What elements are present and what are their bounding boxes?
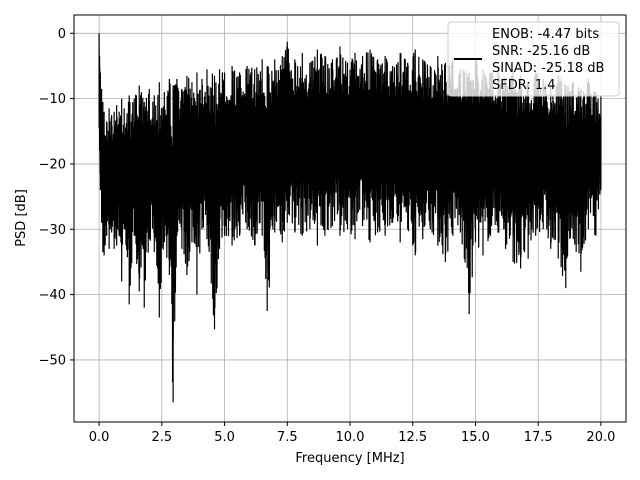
- x-tick-label: 12.5: [398, 430, 427, 445]
- y-tick-label: −20: [39, 157, 66, 172]
- y-tick-label: −10: [39, 92, 66, 107]
- y-tick-label: 0: [58, 27, 66, 42]
- legend-line-enob: ENOB: -4.47 bits: [492, 27, 599, 42]
- psd-series-line: [98, 33, 602, 403]
- y-tick-label: −50: [39, 353, 66, 368]
- x-tick-label: 20.0: [586, 430, 615, 445]
- legend-line-sfdr: SFDR: 1.4: [492, 78, 556, 93]
- y-axis-ticks: 0 −10 −20 −30 −40 −50: [39, 27, 74, 368]
- legend-line-sinad: SINAD: -25.18 dB: [492, 61, 604, 76]
- x-tick-label: 0.0: [89, 430, 110, 445]
- x-tick-label: 2.5: [151, 430, 172, 445]
- y-tick-label: −40: [39, 288, 66, 303]
- x-tick-label: 17.5: [524, 430, 553, 445]
- legend-box: [447, 21, 620, 97]
- x-tick-label: 10.0: [336, 430, 365, 445]
- y-axis-label: PSD [dB]: [14, 189, 29, 247]
- x-axis-label: Frequency [MHz]: [295, 451, 404, 466]
- x-tick-label: 7.5: [277, 430, 298, 445]
- legend: ENOB: -4.47 bits SNR: -25.16 dB SINAD: -…: [447, 21, 620, 97]
- x-axis-ticks: 0.0 2.5 5.0 7.5 10.0 12.5 15.0 17.5 20.0: [89, 422, 615, 445]
- legend-line-snr: SNR: -25.16 dB: [492, 44, 590, 59]
- y-tick-label: −30: [39, 223, 66, 238]
- x-tick-label: 15.0: [461, 430, 490, 445]
- x-tick-label: 5.0: [214, 430, 235, 445]
- data-layer: [98, 33, 602, 403]
